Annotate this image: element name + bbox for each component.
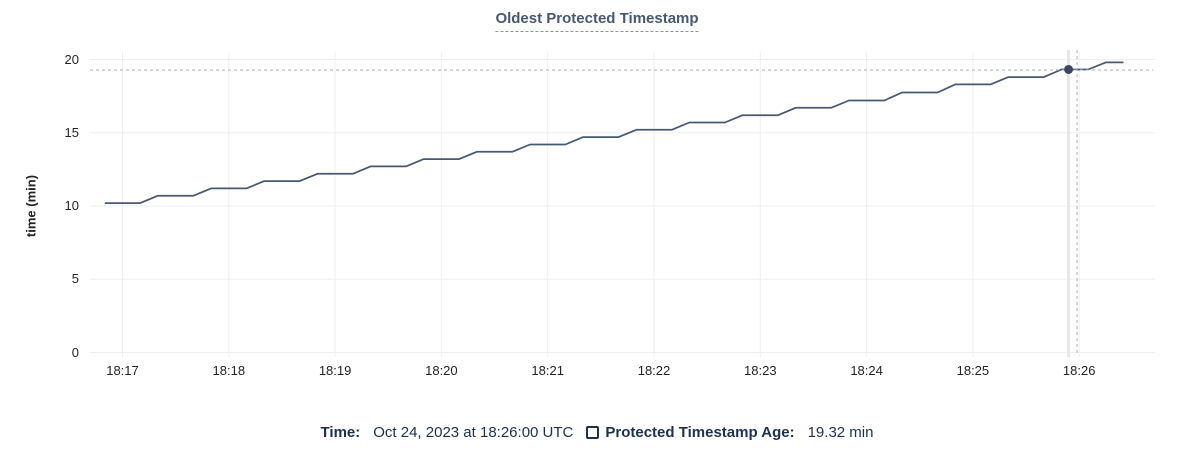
x-tick-label: 18:21 [531, 363, 564, 378]
legend-series-group: Protected Timestamp Age: 19.32 min [586, 424, 873, 441]
y-tick-label: 10 [64, 198, 79, 213]
hover-legend: Time: Oct 24, 2023 at 18:26:00 UTC Prote… [0, 424, 1194, 441]
chart-title[interactable]: Oldest Protected Timestamp [495, 10, 699, 32]
x-tick-label: 18:23 [744, 363, 777, 378]
legend-series-label: Protected Timestamp Age: [605, 424, 795, 441]
legend-time-value: Oct 24, 2023 at 18:26:00 UTC [373, 424, 574, 441]
plot-area[interactable] [0, 0, 1194, 400]
x-tick-label: 18:22 [637, 363, 671, 378]
x-tick-label: 18:25 [956, 363, 990, 378]
x-tick-label: 18:18 [212, 363, 246, 378]
y-tick-label: 20 [64, 51, 79, 67]
x-tick-label: 18:19 [318, 363, 352, 378]
x-tick-label: 18:20 [425, 363, 458, 378]
series-toggle-checkbox[interactable] [586, 426, 600, 439]
y-tick-label: 5 [71, 271, 79, 287]
y-tick-label: 0 [71, 344, 79, 360]
legend-series-value: 19.32 min [807, 424, 874, 441]
legend-time-label: Time: [320, 424, 361, 441]
x-tick-label: 18:17 [106, 363, 139, 378]
y-tick-label: 15 [64, 124, 79, 140]
x-tick-label: 18:24 [850, 363, 883, 378]
series-line [104, 61, 1124, 204]
legend-time-group: Time: Oct 24, 2023 at 18:26:00 UTC [321, 424, 574, 441]
x-tick-label: 18:26 [1062, 363, 1096, 378]
hover-point-dot [1064, 64, 1074, 74]
